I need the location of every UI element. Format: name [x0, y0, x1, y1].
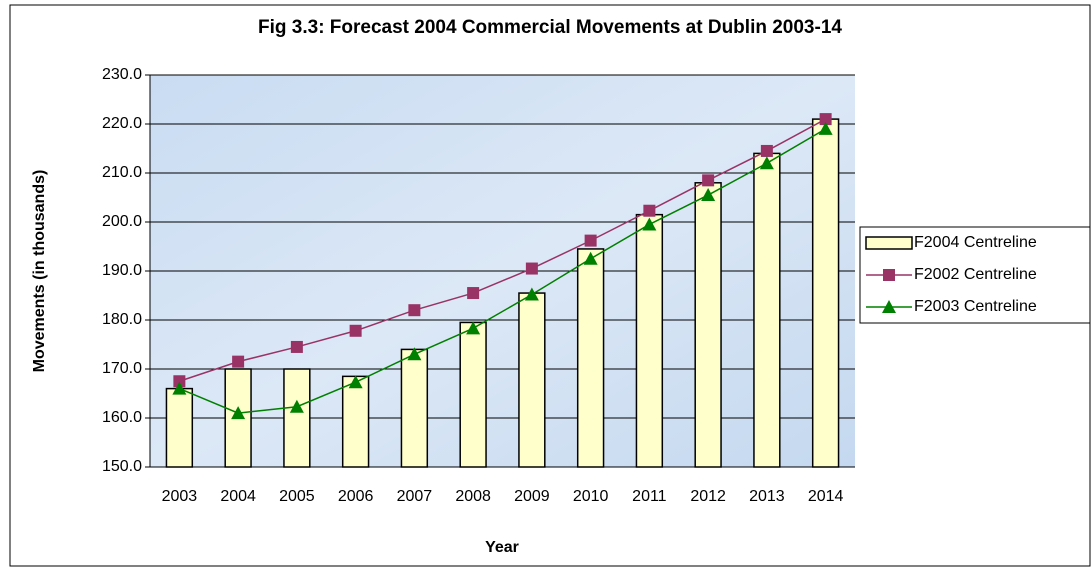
- y-tick-label: 180.0: [102, 311, 142, 328]
- x-tick-label: 2003: [162, 488, 198, 505]
- x-tick-label: 2012: [690, 488, 726, 505]
- bar: [165, 387, 194, 468]
- legend-swatch: [865, 236, 913, 250]
- marker: [232, 355, 245, 368]
- marker: [643, 204, 656, 217]
- x-tick-label: 2008: [455, 488, 491, 505]
- bar: [811, 118, 840, 468]
- chart-title: Fig 3.3: Forecast 2004 Commercial Moveme…: [258, 17, 842, 38]
- marker: [467, 287, 480, 300]
- bar: [518, 292, 546, 468]
- y-tick-label: 170.0: [102, 360, 142, 377]
- legend-label: F2003 Centreline: [914, 298, 1037, 315]
- x-tick-label: 2010: [573, 488, 609, 505]
- y-tick-label: 190.0: [102, 262, 142, 279]
- x-tick-label: 2013: [749, 488, 785, 505]
- marker: [583, 251, 598, 265]
- y-tick-label: 150.0: [102, 458, 142, 475]
- x-tick-label: 2011: [632, 488, 667, 505]
- bar: [283, 368, 311, 468]
- marker: [525, 262, 538, 275]
- legend-label: F2004 Centreline: [914, 234, 1037, 251]
- marker: [819, 113, 832, 126]
- bar: [341, 375, 370, 468]
- x-tick-label: 2007: [397, 488, 433, 505]
- marker: [289, 399, 304, 413]
- line: [179, 118, 826, 382]
- bar: [400, 348, 429, 468]
- bar: [576, 248, 605, 468]
- legend-marker: [882, 300, 896, 313]
- marker: [642, 217, 657, 231]
- marker: [172, 381, 187, 395]
- bar: [459, 321, 487, 468]
- marker: [173, 375, 186, 388]
- line: [179, 128, 827, 414]
- x-tick-label: 2014: [808, 488, 844, 505]
- x-tick-label: 2006: [338, 488, 374, 505]
- marker: [759, 156, 774, 170]
- x-tick-label: 2005: [279, 488, 315, 505]
- bar: [635, 213, 664, 468]
- y-tick-label: 210.0: [102, 164, 142, 181]
- marker: [818, 121, 833, 135]
- x-tick-label: 2004: [220, 488, 256, 505]
- marker: [584, 234, 597, 247]
- marker: [408, 304, 421, 317]
- x-axis-label: Year: [485, 539, 519, 556]
- y-tick-label: 220.0: [102, 115, 142, 132]
- marker: [701, 188, 716, 202]
- y-tick-label: 160.0: [102, 409, 142, 426]
- marker: [524, 287, 539, 301]
- marker: [231, 406, 246, 420]
- marker: [290, 340, 303, 353]
- marker: [760, 144, 773, 157]
- x-tick-label: 2009: [514, 488, 550, 505]
- marker: [702, 174, 715, 187]
- y-tick-label: 200.0: [102, 213, 142, 230]
- bar: [694, 182, 722, 468]
- bar: [753, 152, 781, 468]
- y-tick-label: 230.0: [102, 66, 142, 83]
- marker: [466, 321, 481, 335]
- legend-label: F2002 Centreline: [914, 266, 1037, 283]
- marker: [407, 347, 422, 361]
- y-axis-label: Movements (in thousands): [31, 170, 48, 373]
- legend-marker: [883, 269, 895, 281]
- marker: [349, 324, 362, 337]
- marker: [348, 375, 363, 389]
